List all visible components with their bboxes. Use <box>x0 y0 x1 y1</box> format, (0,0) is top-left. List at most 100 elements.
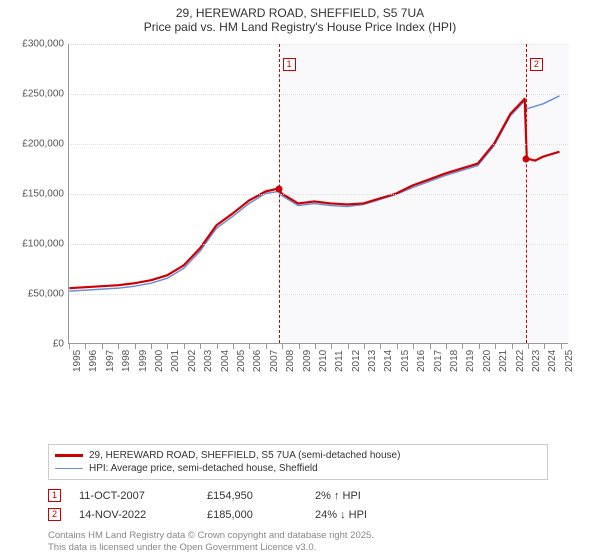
annotation-row: 2 14-NOV-2022 £185,000 24% ↓ HPI <box>48 505 548 524</box>
event-marker-2: 2 <box>530 58 543 71</box>
x-tick <box>85 343 86 349</box>
legend-swatch <box>55 468 83 470</box>
legend-item: HPI: Average price, semi-detached house,… <box>55 462 541 475</box>
x-tick-label: 1995 <box>72 350 83 372</box>
grid-line <box>69 294 568 295</box>
x-tick-label: 2011 <box>334 350 345 372</box>
annotation-table: 1 11-OCT-2007 £154,950 2% ↑ HPI 2 14-NOV-2022… <box>48 486 548 524</box>
x-tick-label: 2021 <box>498 350 509 372</box>
x-tick-label: 2024 <box>547 350 558 372</box>
footer-line1: Contains HM Land Registry data © Crown c… <box>48 530 600 542</box>
annotation-price: £154,950 <box>207 490 297 502</box>
x-tick-label: 2016 <box>416 350 427 372</box>
annotation-date: 11-OCT-2007 <box>79 490 189 502</box>
chart-area: 1995199619971998199920002001200220032004… <box>20 40 580 400</box>
x-tick-label: 2009 <box>302 350 313 372</box>
x-tick-label: 2013 <box>367 350 378 372</box>
y-tick-label: £300,000 <box>20 39 64 50</box>
x-tick <box>462 343 463 349</box>
legend-item: 29, HEREWARD ROAD, SHEFFIELD, S5 7UA (se… <box>55 449 541 462</box>
x-tick-label: 2017 <box>433 350 444 372</box>
x-tick <box>200 343 201 349</box>
legend-swatch <box>55 454 83 456</box>
y-tick-label: £50,000 <box>20 289 64 300</box>
x-tick-label: 2003 <box>203 350 214 372</box>
x-tick-label: 2023 <box>531 350 542 372</box>
x-tick-label: 2019 <box>465 350 476 372</box>
annotation-pct: 24% ↓ HPI <box>315 509 405 521</box>
x-tick-label: 2007 <box>269 350 280 372</box>
y-tick-label: £150,000 <box>20 189 64 200</box>
x-tick <box>151 343 152 349</box>
x-tick-label: 2022 <box>515 350 526 372</box>
x-tick <box>479 343 480 349</box>
x-tick-label: 2018 <box>449 350 460 372</box>
grid-line <box>69 44 568 45</box>
footer: Contains HM Land Registry data © Crown c… <box>48 530 600 555</box>
annotation-pct: 2% ↑ HPI <box>315 490 405 502</box>
grid-line <box>69 94 568 95</box>
x-tick <box>561 343 562 349</box>
x-tick <box>167 343 168 349</box>
x-tick <box>364 343 365 349</box>
x-tick <box>544 343 545 349</box>
x-tick <box>495 343 496 349</box>
x-tick-label: 2000 <box>154 350 165 372</box>
x-tick-label: 2004 <box>220 350 231 372</box>
x-tick <box>69 343 70 349</box>
data-point-dot <box>275 186 282 193</box>
x-tick-label: 1999 <box>138 350 149 372</box>
x-tick <box>118 343 119 349</box>
x-tick-label: 2014 <box>383 350 394 372</box>
x-tick <box>348 343 349 349</box>
x-tick-label: 2002 <box>187 350 198 372</box>
x-tick-label: 2020 <box>482 350 493 372</box>
annotation-price: £185,000 <box>207 509 297 521</box>
x-tick-label: 1998 <box>121 350 132 372</box>
y-tick-label: £250,000 <box>20 89 64 100</box>
x-tick <box>446 343 447 349</box>
x-tick <box>380 343 381 349</box>
title-line1: 29, HEREWARD ROAD, SHEFFIELD, S5 7UA <box>0 6 600 20</box>
grid-line <box>69 244 568 245</box>
y-tick-label: £0 <box>20 339 64 350</box>
x-tick <box>217 343 218 349</box>
annotation-marker: 1 <box>48 489 61 502</box>
x-tick <box>331 343 332 349</box>
x-tick <box>184 343 185 349</box>
x-tick-label: 2012 <box>351 350 362 372</box>
legend-label: HPI: Average price, semi-detached house,… <box>89 463 318 474</box>
x-tick <box>233 343 234 349</box>
x-tick-label: 2015 <box>400 350 411 372</box>
title-line2: Price paid vs. HM Land Registry's House … <box>0 20 600 34</box>
chart-title-block: 29, HEREWARD ROAD, SHEFFIELD, S5 7UA Pri… <box>0 0 600 36</box>
x-tick <box>528 343 529 349</box>
x-tick <box>315 343 316 349</box>
data-point-dot <box>522 156 529 163</box>
x-tick <box>299 343 300 349</box>
grid-line <box>69 144 568 145</box>
x-tick <box>413 343 414 349</box>
x-tick-label: 2001 <box>170 350 181 372</box>
x-tick-label: 1996 <box>88 350 99 372</box>
plot-region: 1995199619971998199920002001200220032004… <box>68 44 568 344</box>
event-marker-1: 1 <box>283 58 296 71</box>
grid-line <box>69 194 568 195</box>
legend: 29, HEREWARD ROAD, SHEFFIELD, S5 7UA (se… <box>48 444 548 480</box>
x-tick-label: 2005 <box>236 350 247 372</box>
annotation-date: 14-NOV-2022 <box>79 509 189 521</box>
x-tick-label: 2010 <box>318 350 329 372</box>
footer-line2: This data is licensed under the Open Gov… <box>48 542 600 554</box>
y-tick-label: £100,000 <box>20 239 64 250</box>
x-tick <box>282 343 283 349</box>
x-tick <box>135 343 136 349</box>
legend-label: 29, HEREWARD ROAD, SHEFFIELD, S5 7UA (se… <box>89 450 400 461</box>
annotation-marker: 2 <box>48 508 61 521</box>
event-vline <box>279 44 280 343</box>
x-tick <box>102 343 103 349</box>
x-tick-label: 2025 <box>564 350 575 372</box>
y-tick-label: £200,000 <box>20 139 64 150</box>
x-tick-label: 2006 <box>252 350 263 372</box>
x-tick <box>397 343 398 349</box>
event-vline <box>526 44 527 343</box>
